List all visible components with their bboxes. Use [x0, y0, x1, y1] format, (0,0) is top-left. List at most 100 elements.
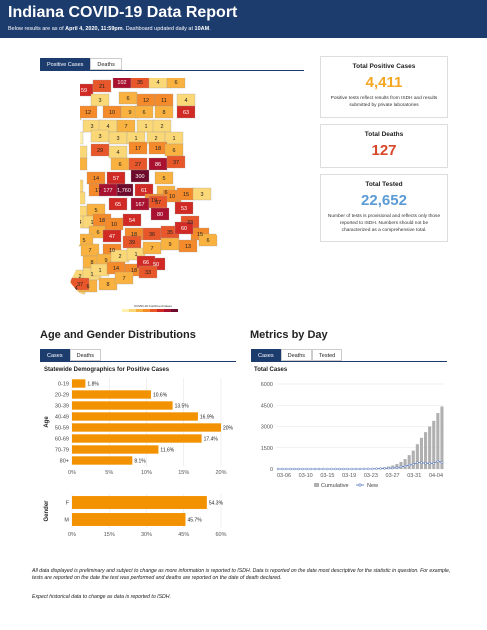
county-region[interactable] — [134, 105, 154, 119]
cumulative-bar[interactable] — [432, 420, 436, 469]
county-region[interactable] — [192, 187, 212, 201]
county-case-label: 57 — [113, 176, 119, 182]
cumulative-bar[interactable] — [399, 461, 403, 469]
county-case-label: 8 — [162, 110, 165, 116]
bar[interactable] — [72, 434, 202, 443]
county-case-label: 2 — [76, 150, 79, 156]
tab-cases[interactable]: Cases — [251, 349, 281, 361]
new-cases-point — [432, 462, 436, 465]
county-case-label: 6 — [126, 96, 129, 102]
county-region[interactable] — [178, 239, 198, 253]
x-tick-label: 20% — [215, 470, 226, 476]
county-region[interactable] — [176, 105, 196, 119]
cumulative-bar[interactable] — [428, 426, 432, 470]
bar[interactable] — [72, 412, 198, 421]
county-case-label: 8 — [90, 260, 93, 266]
county-region[interactable] — [138, 265, 158, 279]
bar[interactable] — [72, 513, 186, 526]
new-cases-point — [375, 467, 378, 470]
bar-data-label: 8.1% — [134, 459, 146, 465]
cumulative-bar[interactable] — [407, 455, 411, 469]
cumulative-bar[interactable] — [440, 406, 444, 469]
tab-cases[interactable]: Cases — [40, 349, 70, 361]
county-case-label: 50 — [153, 262, 159, 268]
county-region[interactable] — [65, 179, 84, 193]
cumulative-bar[interactable] — [415, 444, 419, 469]
county-region[interactable] — [150, 207, 170, 221]
county-region[interactable] — [122, 213, 142, 227]
bar[interactable] — [72, 401, 173, 410]
county-region[interactable] — [174, 221, 194, 235]
legend-swatch — [157, 309, 164, 312]
county-case-label: 4 — [106, 124, 109, 130]
new-cases-point — [350, 467, 354, 471]
cumulative-bar[interactable] — [424, 432, 428, 469]
bar[interactable] — [72, 379, 86, 388]
county-case-label: 102 — [117, 80, 126, 86]
county-region[interactable] — [166, 76, 186, 89]
county-region[interactable] — [92, 79, 112, 93]
county-region[interactable] — [174, 201, 194, 215]
bar[interactable] — [72, 445, 159, 454]
county-region[interactable] — [114, 271, 134, 285]
county-case-label: 18 — [131, 268, 137, 274]
x-tick-label: 0% — [68, 532, 76, 538]
bar[interactable] — [72, 456, 133, 465]
county-region[interactable] — [154, 105, 174, 119]
county-case-label: 1,760 — [117, 188, 131, 194]
county-case-label: 4 — [116, 150, 119, 156]
county-region[interactable] — [98, 183, 118, 197]
county-region[interactable] — [55, 277, 74, 291]
tab-tested[interactable]: Tested — [312, 349, 343, 361]
bar-data-label: 17.4% — [204, 437, 219, 443]
tab-deaths[interactable]: Deaths — [90, 58, 122, 70]
county-region[interactable] — [69, 157, 88, 171]
cumulative-bar[interactable] — [411, 450, 415, 469]
map-tab-underline — [40, 70, 304, 71]
tab-positive-cases[interactable]: Positive Cases — [40, 58, 91, 70]
county-region[interactable] — [166, 155, 186, 169]
x-tick-label: 45% — [178, 532, 189, 538]
bar[interactable] — [72, 390, 151, 399]
county-case-label: 17 — [135, 146, 141, 152]
cumulative-bar[interactable] — [419, 437, 424, 469]
cumulative-bar[interactable] — [436, 413, 440, 469]
bar[interactable] — [72, 423, 221, 432]
new-cases-point — [276, 467, 280, 471]
new-cases-point — [362, 467, 366, 471]
county-case-label: 8 — [106, 282, 109, 288]
county-region[interactable] — [128, 141, 148, 155]
county-case-label: 3 — [98, 98, 101, 104]
county-region[interactable] — [57, 85, 76, 99]
county-region[interactable] — [108, 197, 128, 211]
county-case-label: 66 — [143, 260, 149, 266]
county-case-label: 2 — [76, 210, 79, 216]
county-case-label: 14 — [113, 266, 119, 272]
county-region[interactable] — [134, 183, 154, 197]
new-cases-point — [383, 467, 386, 470]
county-region[interactable] — [65, 131, 84, 145]
county-region[interactable] — [102, 229, 122, 243]
county-region[interactable] — [67, 191, 86, 205]
tab-deaths[interactable]: Deaths — [69, 349, 102, 361]
cumulative-bar[interactable] — [403, 459, 407, 469]
new-cases-point — [313, 467, 317, 471]
county-region[interactable] — [198, 233, 218, 247]
legend-label-new: New — [367, 483, 378, 489]
county-region[interactable] — [63, 107, 82, 121]
county-case-label: 33 — [187, 220, 193, 226]
county-region[interactable] — [90, 93, 110, 107]
county-case-label: 11 — [161, 98, 167, 104]
county-region[interactable] — [57, 203, 76, 217]
tab-deaths[interactable]: Deaths — [280, 349, 313, 361]
county-region[interactable] — [61, 233, 80, 247]
bar[interactable] — [72, 496, 207, 509]
legend-marker-new — [358, 483, 362, 487]
county-region[interactable] — [69, 145, 88, 159]
county-region[interactable] — [154, 171, 174, 185]
x-tick-label: 04-04 — [429, 473, 443, 479]
county-region[interactable] — [130, 169, 150, 183]
y-axis-label: Age — [44, 416, 50, 428]
category-label: 70-79 — [55, 448, 69, 454]
